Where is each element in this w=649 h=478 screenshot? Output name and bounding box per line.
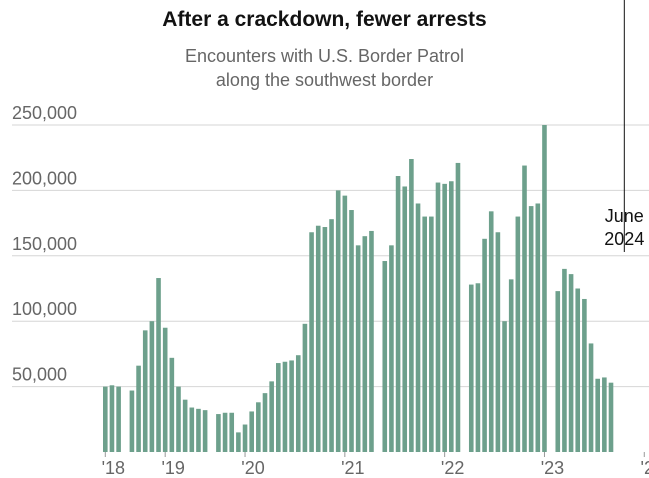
bar-series [103,125,614,453]
x-tick-label: '19 [161,458,184,478]
bar [129,390,135,452]
bar [542,125,547,452]
bar [355,245,361,452]
x-tick-label: '23 [541,458,564,478]
bar [528,206,534,452]
bar [249,411,254,452]
bar [103,386,108,452]
bar [508,279,514,452]
bar [295,355,301,452]
bar [176,386,181,452]
bar [522,165,527,452]
bar [169,357,175,452]
bar [216,414,221,452]
bar [156,278,161,452]
chart-title: After a crackdown, fewer arrests [162,8,487,31]
bar [149,321,155,452]
bar [475,283,481,452]
bar [588,343,594,452]
bar [595,378,600,452]
bar [562,268,567,452]
bar [236,432,241,452]
bar [422,216,427,452]
x-axis-labels: '18 '19 '20 '21 '22 '23 '24 [102,452,649,478]
bar [502,321,507,452]
bar [116,386,121,452]
bar [429,216,434,452]
bar [515,216,521,452]
bar [162,327,168,452]
bar [575,288,581,452]
bar [409,159,414,452]
bar [289,360,294,452]
y-axis-labels: 50,000 100,000 150,000 200,000 250,000 [12,103,77,385]
bar [342,195,348,452]
y-tick-label: 150,000 [12,234,77,254]
bar [222,412,228,452]
bar [488,211,494,452]
subtitle-line-1: Encounters with U.S. Border Patrol [184,46,465,66]
bar [602,377,607,452]
x-tick-label: '20 [241,458,264,478]
y-tick-label: 100,000 [12,299,77,319]
bar [309,232,314,452]
bar [442,183,447,453]
bar [282,361,288,452]
bar [389,245,394,452]
bar [535,203,541,452]
bar [362,236,368,452]
bar [136,365,141,452]
x-tick-label: '21 [341,458,364,478]
bar [395,176,401,452]
bar [415,203,421,452]
bar [109,385,115,452]
bar [189,407,195,452]
bar [455,162,461,452]
y-tick-label: 50,000 [12,365,67,385]
x-tick-label: '24 [641,458,649,478]
bar [468,284,474,452]
bar [402,186,408,452]
bar [269,381,274,452]
bar [382,261,388,452]
bar [196,408,201,452]
bar [369,230,374,452]
bar [142,330,148,452]
bar [482,238,487,452]
bar [315,225,321,452]
bar [276,363,281,452]
bar [202,410,208,452]
chart-subtitle: Encounters with U.S. Border Patrol along… [0,44,649,92]
bar [608,382,614,452]
bar [182,399,188,452]
bar [322,227,328,452]
y-tick-label: 200,000 [12,168,77,188]
bar [229,412,235,452]
bar [256,402,261,452]
bar [435,182,441,452]
x-tick-label: '22 [441,458,464,478]
bar [555,291,561,452]
bar [302,323,308,452]
y-tick-label: 250,000 [12,103,77,123]
x-tick-label: '18 [102,458,125,478]
bar [495,232,501,452]
subtitle-line-2: along the southwest border [215,70,434,90]
bar [568,274,574,452]
bar [335,190,341,452]
bar [349,210,354,452]
bar [582,298,587,452]
bar [242,424,248,452]
bar [262,393,268,452]
bar [329,219,334,452]
bar [449,181,454,452]
